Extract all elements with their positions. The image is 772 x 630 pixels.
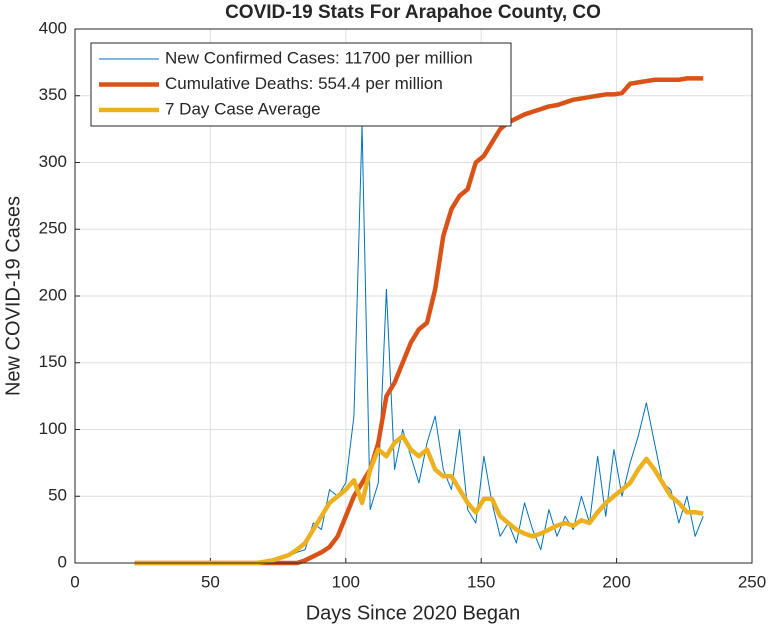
y-tick-label: 250 — [39, 219, 67, 238]
x-tick-label: 0 — [70, 572, 79, 591]
y-tick-label: 100 — [39, 419, 67, 438]
x-tick-label: 50 — [201, 572, 220, 591]
y-tick-label: 0 — [58, 552, 67, 571]
legend-label: New Confirmed Cases: 11700 per million — [165, 48, 473, 67]
y-tick-label: 350 — [39, 85, 67, 104]
x-tick-label: 100 — [332, 572, 360, 591]
y-tick-label: 150 — [39, 352, 67, 371]
chart-title: COVID-19 Stats For Arapahoe County, CO — [225, 2, 601, 23]
y-tick-label: 50 — [48, 486, 67, 505]
x-axis-label: Days Since 2020 Began — [306, 602, 521, 624]
axes-box — [74, 28, 753, 564]
y-tick-label: 200 — [39, 285, 67, 304]
y-tick-label: 400 — [39, 18, 67, 37]
y-axis-label: New COVID-19 Cases — [2, 196, 24, 396]
x-tick-label: 250 — [738, 572, 766, 591]
legend-label: Cumulative Deaths: 554.4 per million — [165, 74, 443, 93]
legend-label: 7 Day Case Average — [165, 99, 321, 118]
x-tick-label: 150 — [467, 572, 495, 591]
legend-box — [90, 42, 512, 127]
y-tick-label: 300 — [39, 152, 67, 171]
x-tick-label: 200 — [602, 572, 630, 591]
